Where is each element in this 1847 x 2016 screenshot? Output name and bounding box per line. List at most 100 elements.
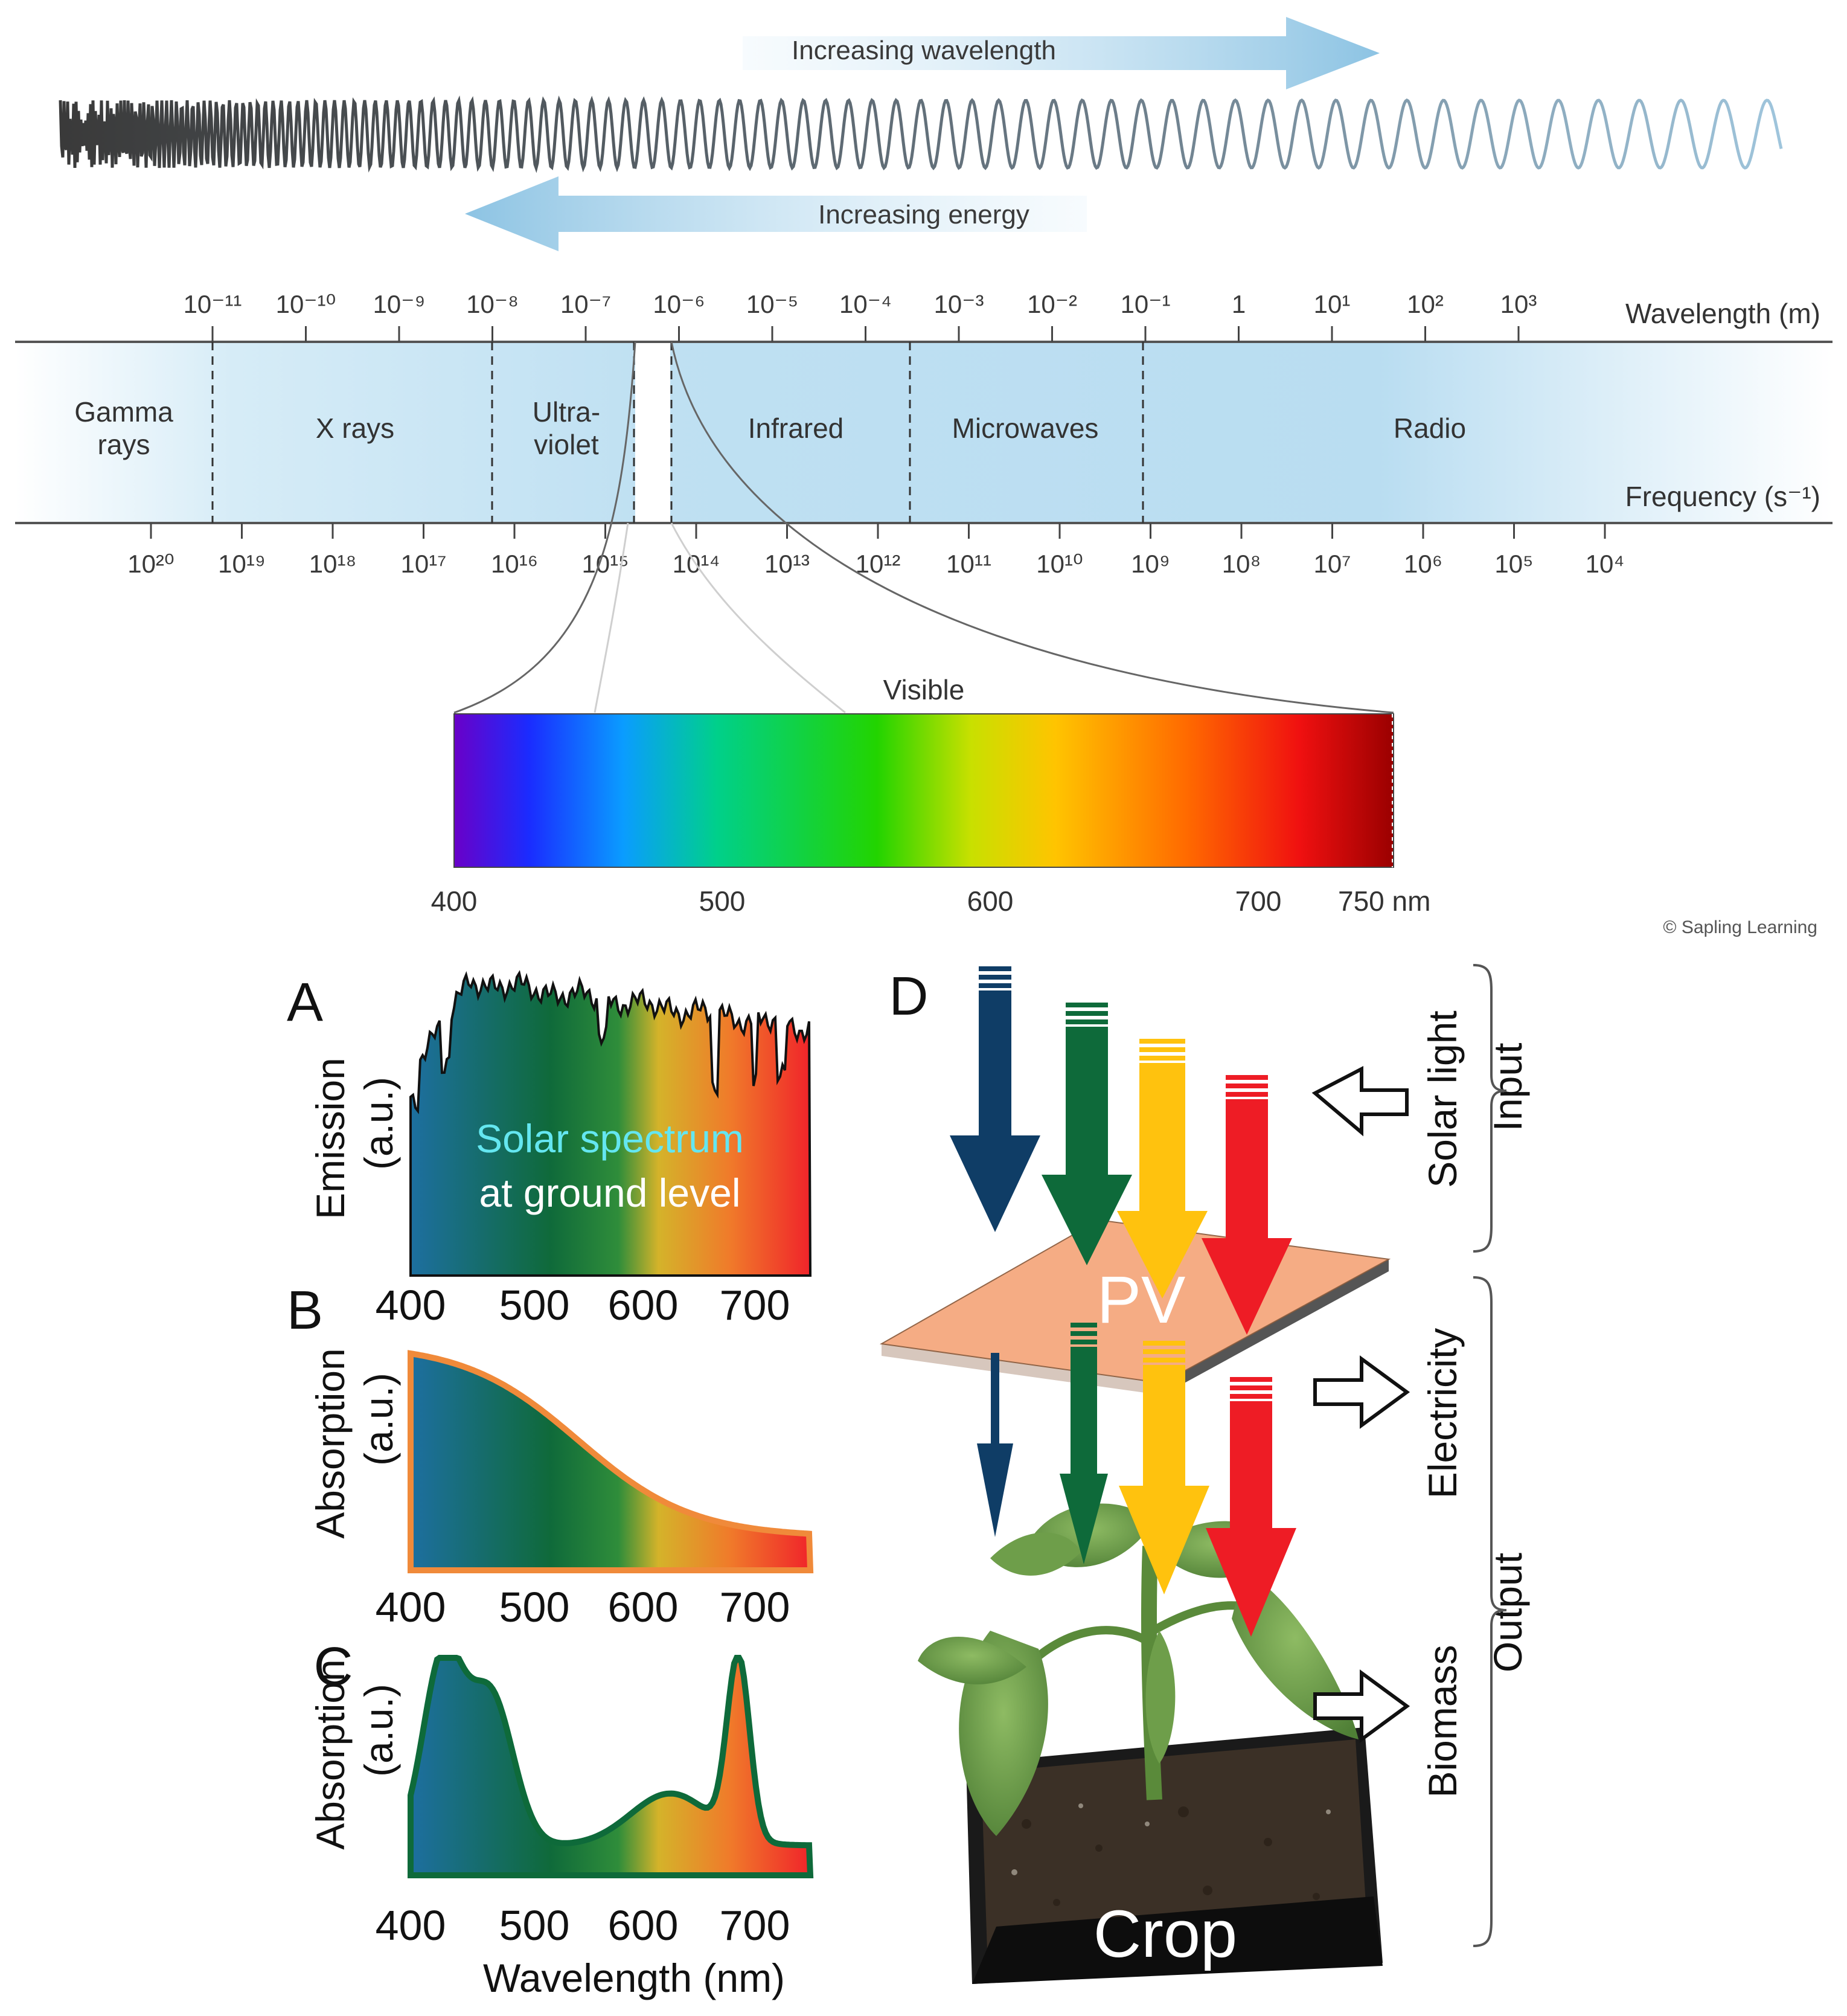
panel-xtick-label: 400	[376, 1584, 446, 1631]
yellow-arrow-in	[1117, 1039, 1208, 1299]
increasing-energy-arrow	[465, 176, 1087, 251]
panel-xtick-label: 700	[720, 1902, 790, 1949]
band-uv-line2: violet	[534, 429, 599, 460]
navy-arrow-in	[950, 966, 1040, 1232]
increasing-energy-label: Increasing energy	[818, 200, 1029, 230]
green-arrow-in-stripe	[1066, 1011, 1108, 1016]
panel-xtick-label: 600	[608, 1584, 679, 1631]
frequency-axis-label: Frequency (s⁻¹)	[1625, 481, 1820, 512]
yellow-arrow-out-body	[1119, 1365, 1209, 1594]
spectrum-band-background	[15, 342, 1833, 523]
navy-arrow-in-stripe	[979, 983, 1011, 988]
wavelength-tick-label: 10⁻⁸	[466, 290, 519, 318]
plant-absorption-area	[408, 1655, 814, 1878]
frequency-tick-label: 10⁴	[1586, 550, 1625, 578]
panel-xtick-label: 700	[720, 1584, 790, 1631]
wavelength-tick-label: 10⁻⁷	[560, 290, 611, 318]
frequency-tick-label: 10¹⁷	[401, 550, 447, 578]
panel-a-letter: A	[287, 972, 323, 1033]
frequency-tick-label: 10⁹	[1131, 550, 1170, 578]
red-arrow-out-stripe	[1230, 1394, 1272, 1399]
red-arrow-out	[1206, 1377, 1296, 1637]
panel-a-ylabel: Emission	[308, 1058, 353, 1219]
panel-a-caption-line1: Solar spectrum	[476, 1116, 744, 1161]
frequency-tick-label: 10⁷	[1314, 550, 1351, 578]
green-arrow-out-stripe	[1071, 1323, 1097, 1327]
green-arrow-out-stripe	[1071, 1340, 1097, 1344]
green-arrow-in	[1042, 1003, 1132, 1265]
hollow-arrows	[1311, 1066, 1410, 1743]
red-arrow-out-body	[1206, 1401, 1296, 1637]
green-arrow-out-stripe	[1071, 1331, 1097, 1336]
panel-b-ylabel: Absorption	[308, 1348, 353, 1539]
navy-arrow-out	[977, 1353, 1013, 1537]
wave-illustration	[59, 95, 1783, 173]
red-arrow-in	[1202, 1075, 1292, 1335]
visible-tick-label: 700	[1235, 885, 1282, 917]
panel-c-letter: C	[314, 1637, 353, 1697]
frequency-tick-label: 10¹⁰	[1036, 550, 1083, 578]
panel-xtick-label: 600	[608, 1282, 679, 1329]
light-arrows	[950, 966, 1296, 1637]
wavelength-tick-label: 10⁻⁹	[373, 290, 426, 318]
panel-xtick-label: 500	[499, 1584, 570, 1631]
visible-window-edges	[633, 342, 673, 523]
wavelength-ticks: 10⁻¹¹ 10⁻¹⁰ 10⁻⁹ 10⁻⁸ 10⁻⁷ 10⁻⁶ 10⁻⁵ 10⁻⁴ 10⁻³ 10…	[184, 290, 1537, 342]
panel-xtick-label: 400	[376, 1902, 446, 1949]
navy-arrow-in-stripe	[979, 975, 1011, 980]
green-arrow-in-stripe	[1066, 1019, 1108, 1024]
red-arrow-out-stripe	[1230, 1385, 1272, 1390]
green-arrow-in-body	[1042, 1027, 1132, 1265]
biomass-output-arrow	[1313, 1669, 1410, 1743]
crop-label: Crop	[1093, 1897, 1237, 1971]
braces	[1473, 964, 1507, 1947]
wavelength-tick-label: 10²	[1407, 290, 1444, 318]
wavelength-tick-label: 10⁻⁶	[653, 290, 705, 318]
panel-b-letter: B	[287, 1280, 323, 1341]
navy-arrow-out-body	[977, 1353, 1013, 1537]
frequency-ticks: 10²⁰ 10¹⁹ 10¹⁸ 10¹⁷ 10¹⁶ 10¹⁵ 10¹⁴ 10¹³ 10¹² 10¹¹…	[127, 523, 1624, 578]
green-arrow-out	[1060, 1323, 1108, 1564]
sapling-credit: © Sapling Learning	[1663, 917, 1817, 937]
visible-tick-label: 500	[699, 885, 746, 917]
frequency-tick-label: 10⁶	[1404, 550, 1442, 578]
yellow-arrow-in-stripe	[1139, 1039, 1185, 1044]
frequency-tick-label: 10⁵	[1494, 550, 1533, 578]
red-arrow-in-stripe	[1226, 1075, 1268, 1080]
frequency-tick-label: 10¹⁶	[491, 550, 538, 578]
panel-a-caption-line2: at ground level	[479, 1170, 741, 1215]
electricity-label: Electricity	[1420, 1328, 1465, 1498]
wavelength-tick-label: 10⁻¹¹	[184, 290, 242, 318]
yellow-arrow-in-stripe	[1139, 1047, 1185, 1052]
band-infrared: Infrared	[748, 413, 844, 444]
wavelength-tick-label: 10⁻²	[1027, 290, 1077, 318]
band-gamma-line2: rays	[98, 429, 150, 460]
panel-xtick-label: 600	[608, 1902, 679, 1949]
frequency-tick-label: 10⁸	[1222, 550, 1261, 578]
panel-xtick-label: 400	[376, 1282, 446, 1329]
navy-arrow-in-body	[950, 990, 1040, 1232]
panel-d-letter: D	[889, 966, 929, 1027]
frequency-tick-label: 10¹²	[856, 550, 901, 578]
panel-a-ylabel-unit: (a.u.)	[356, 1077, 401, 1170]
band-microwaves: Microwaves	[952, 413, 1099, 444]
frequency-tick-label: 10²⁰	[127, 550, 174, 578]
panel-xtick-label: 500	[499, 1902, 570, 1949]
biomass-label: Biomass	[1420, 1645, 1465, 1797]
visible-tick-label: 750 nm	[1338, 885, 1430, 917]
visible-tick-label: 600	[967, 885, 1014, 917]
green-arrow-out-body	[1060, 1347, 1108, 1564]
wavelength-tick-label: 10⁻⁵	[746, 290, 798, 318]
pv-absorption-area	[408, 1350, 814, 1573]
solar-light-input-arrow	[1311, 1066, 1409, 1137]
visible-zoom-lines	[453, 341, 1394, 714]
band-xray: X rays	[316, 413, 394, 444]
input-label: Input	[1485, 1043, 1530, 1132]
visible-spectrum-bar	[453, 713, 1394, 868]
panel-c-xticks: 400 500 600 700	[376, 1902, 790, 1949]
panel-a-xticks: 400 500 600 700	[376, 1282, 790, 1329]
yellow-arrow-out	[1119, 1341, 1209, 1594]
band-uv-line1: Ultra-	[533, 396, 600, 428]
yellow-arrow-out-stripe	[1143, 1349, 1185, 1354]
visible-ticks: 400 500 600 700 750 nm	[431, 885, 1431, 917]
